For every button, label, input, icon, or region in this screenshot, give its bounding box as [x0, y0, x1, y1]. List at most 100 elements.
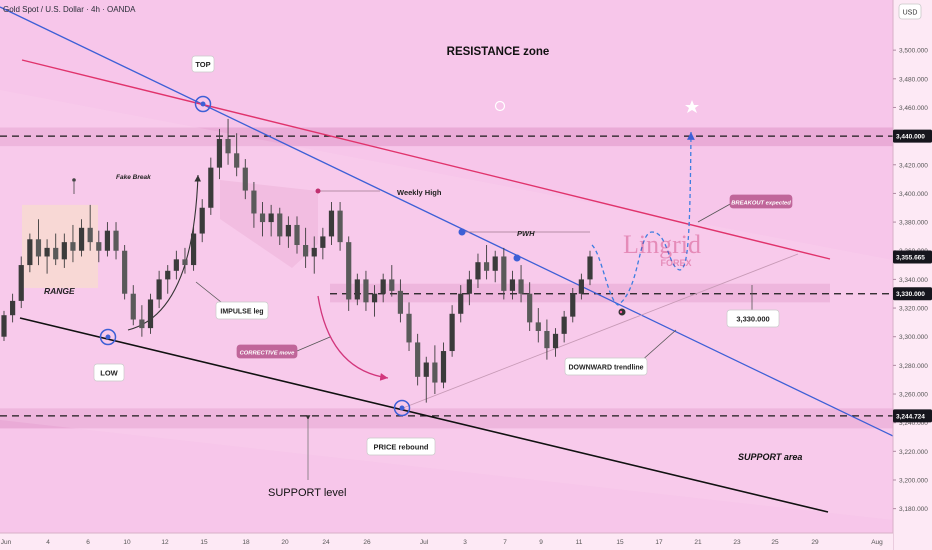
candle [139, 305, 145, 337]
annotations-layer: RESISTANCE zone TOP LOW PRICE rebound IMPULS… [44, 46, 802, 499]
candle [199, 199, 205, 243]
candle [415, 333, 421, 386]
candle [346, 236, 352, 311]
candle [432, 345, 438, 395]
time-tick-label: 7 [503, 539, 507, 546]
fake-break-label: Fake Break [116, 174, 151, 181]
time-tick-label: 17 [655, 539, 663, 546]
price-axis[interactable]: USD [892, 0, 932, 550]
candle [216, 128, 223, 180]
price-tag[interactable] [893, 287, 932, 301]
support-level-label: SUPPORT level [268, 487, 346, 499]
candle [156, 270, 162, 309]
candle [190, 224, 197, 271]
rebound-circle[interactable] [393, 399, 411, 417]
blue-downtrend-line[interactable] [0, 6, 894, 437]
time-axis-ticks[interactable]: Jun 4 6 10 12 15 18 20 24 26 Jul 3 7 9 11 15 17 21 23 25 29 A… [1, 539, 883, 546]
downward-trendline-label[interactable]: DOWNWARD trendline [564, 357, 648, 376]
price-tag-label: 3,440.000 [896, 134, 925, 141]
time-tick-label: 25 [771, 539, 779, 546]
candle [44, 239, 50, 274]
symbol-title[interactable]: Gold Spot / U.S. Dollar · 4h · OANDA [3, 5, 136, 14]
projection-path [591, 131, 695, 306]
candle [147, 293, 154, 334]
low-label[interactable]: LOW [93, 363, 125, 382]
time-tick-label: 12 [161, 539, 169, 546]
price-tag[interactable] [893, 129, 932, 143]
candle [277, 207, 283, 246]
candle [518, 265, 524, 303]
corrective-arrow [317, 295, 389, 381]
watermark-sub: FOREX [660, 258, 691, 268]
breakout-expected-label[interactable]: BREAKOUT expected [729, 194, 793, 209]
red-resistance-trendline[interactable] [21, 59, 831, 260]
time-tick-label: 6 [86, 539, 90, 546]
breakout-expected-label-text: BREAKOUT expected [731, 201, 791, 207]
price-tick-label: 3,260.000 [899, 392, 928, 399]
time-tick-label: 18 [242, 539, 250, 546]
black-support-trendline[interactable] [19, 317, 829, 513]
corrective-move-label[interactable]: CORRECTIVE move [236, 344, 298, 359]
top-label[interactable]: TOP [191, 55, 215, 73]
candle [35, 219, 42, 266]
price-tick-label: 3,200.000 [899, 477, 928, 484]
price-tick-label: 3,420.000 [899, 162, 928, 169]
price-tag-label: 3,244.724 [896, 413, 925, 420]
time-tick-label: Jun [1, 539, 12, 546]
drawings-layer [0, 6, 894, 513]
price-tick-label: 3,380.000 [899, 220, 928, 227]
price-tick-label: 3,180.000 [899, 506, 928, 513]
candle [492, 250, 498, 283]
level-callout[interactable]: 3,330.000 [726, 309, 780, 328]
channel-fill [0, 90, 893, 520]
price-tag[interactable] [893, 409, 932, 423]
candle [96, 230, 102, 263]
candle [458, 285, 464, 323]
time-axis-background [0, 533, 893, 550]
range-box [22, 204, 98, 288]
price-tick-label: 3,280.000 [899, 363, 928, 370]
candle [354, 273, 360, 306]
candle [122, 245, 128, 300]
candle [483, 245, 490, 280]
candle [406, 302, 412, 352]
candle [61, 233, 67, 268]
candle [320, 227, 326, 260]
top-label-text: TOP [195, 60, 210, 69]
low-circle[interactable] [99, 328, 117, 346]
candle [440, 342, 447, 389]
watermark-logo: Lingrid FOREX [623, 230, 701, 268]
rising-trendline[interactable] [402, 253, 799, 409]
level-callout-text: 3,330.000 [736, 315, 769, 324]
candle [1, 310, 7, 342]
candle [78, 219, 85, 257]
price-tick-label: 3,460.000 [899, 105, 928, 112]
price-tick-label: 3,480.000 [899, 76, 928, 83]
zones-layer [0, 90, 893, 520]
pwh-marker [458, 228, 466, 236]
price-rebound-label[interactable]: PRICE rebound [366, 437, 436, 456]
candle [570, 287, 576, 323]
candle [475, 253, 481, 288]
currency-box[interactable] [898, 3, 922, 20]
candle [509, 270, 516, 300]
corrective-move-label-text: CORRECTIVE move [240, 351, 296, 357]
top-circle[interactable] [194, 95, 212, 113]
price-tag[interactable] [893, 250, 932, 264]
impulse-leg-label[interactable]: IMPULSE leg [215, 301, 269, 320]
candles-layer [1, 118, 593, 403]
support-area-label: SUPPORT area [738, 452, 802, 462]
time-tick-label: 21 [694, 539, 702, 546]
time-tick-label: 9 [539, 539, 543, 546]
candle [259, 202, 266, 237]
candle [311, 236, 317, 274]
breakout-connector [697, 202, 733, 223]
candle [104, 222, 111, 257]
time-tick-label: 15 [616, 539, 624, 546]
resistance-zone-label: RESISTANCE zone [447, 46, 550, 58]
candle [501, 247, 507, 300]
candle [294, 216, 300, 254]
